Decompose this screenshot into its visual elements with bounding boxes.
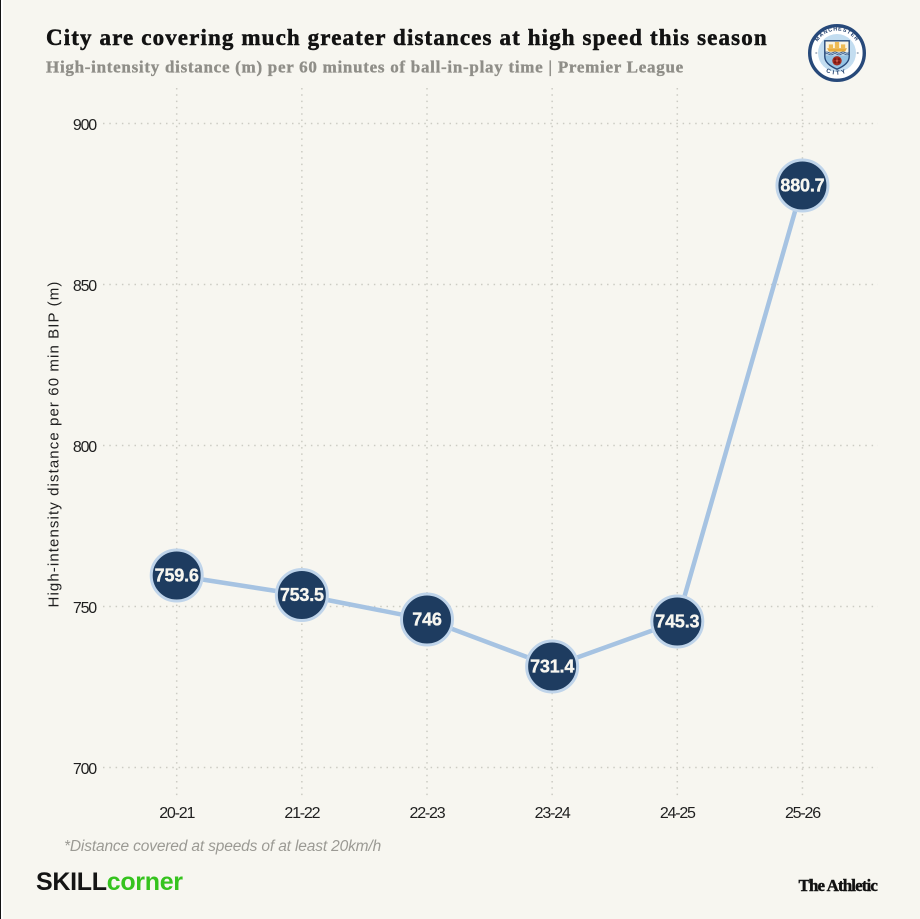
svg-text:*Distance covered at speeds of: *Distance covered at speeds of at least … [64,838,381,855]
svg-text:25-26: 25-26 [785,805,821,822]
svg-text:23-24: 23-24 [535,805,571,822]
svg-text:The Athletic: The Athletic [799,876,879,895]
svg-text:22-23: 22-23 [410,805,446,822]
svg-text:750: 750 [73,600,97,617]
svg-text:CITY: CITY [825,68,849,77]
svg-text:SKILLcorner: SKILLcorner [36,868,183,896]
svg-text:759.6: 759.6 [155,566,199,586]
svg-text:800: 800 [73,439,97,456]
svg-text:731.4: 731.4 [530,657,574,677]
svg-text:700: 700 [73,761,97,778]
svg-text:20-21: 20-21 [159,805,195,822]
svg-text:850: 850 [73,278,97,295]
svg-text:880.7: 880.7 [780,176,824,196]
svg-text:High-intensity distance per 60: High-intensity distance per 60 min BIP (… [46,281,63,608]
svg-text:900: 900 [73,117,97,134]
svg-text:24-25: 24-25 [660,805,696,822]
svg-text:City are covering much greater: City are covering much greater distances… [46,25,768,50]
svg-text:High-intensity distance (m) pe: High-intensity distance (m) per 60 minut… [46,58,684,77]
svg-text:746: 746 [412,610,442,630]
svg-text:753.5: 753.5 [280,585,324,605]
svg-text:745.3: 745.3 [655,612,699,632]
svg-text:21-22: 21-22 [284,805,320,822]
